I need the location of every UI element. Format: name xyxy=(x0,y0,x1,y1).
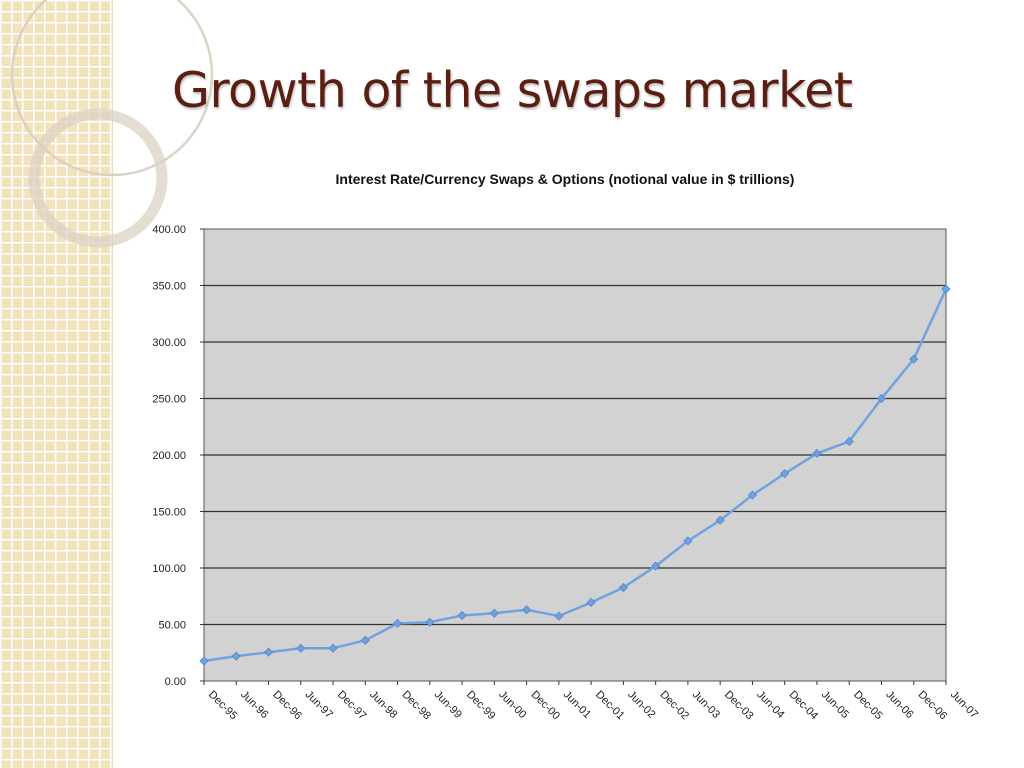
data-point xyxy=(747,490,758,500)
data-point xyxy=(489,608,499,618)
y-tick-label: 250.00 xyxy=(152,394,186,406)
data-point xyxy=(618,582,628,593)
y-tick-label: 200.00 xyxy=(152,450,186,462)
x-tick-label: Dec-05 xyxy=(851,689,885,723)
data-point xyxy=(683,536,693,546)
x-tick-label: Dec-99 xyxy=(464,689,498,723)
data-point xyxy=(296,643,306,653)
data-point xyxy=(941,284,951,294)
series-line xyxy=(203,288,948,663)
data-point xyxy=(425,617,435,627)
y-tick-label: 150.00 xyxy=(152,507,186,519)
x-tick-label: Dec-98 xyxy=(399,689,433,723)
data-point xyxy=(457,610,467,621)
data-point xyxy=(199,656,209,666)
data-point xyxy=(844,436,854,447)
x-tick-label: Jun-03 xyxy=(690,689,722,721)
data-point xyxy=(554,611,564,621)
x-tick-label: Jun-96 xyxy=(238,689,270,721)
y-axis: 0.00 50.00 100.00 150.00 200.00 250.00 300.00 3… xyxy=(152,224,204,688)
slide-title: Growth of the swaps market xyxy=(172,62,853,119)
x-tick-label: Jun-98 xyxy=(367,689,399,721)
decorative-rings-icon xyxy=(10,0,214,248)
x-tick-label: Jun-00 xyxy=(496,689,528,721)
chart-title: Interest Rate/Currency Swaps & Options (… xyxy=(336,171,795,187)
x-tick-label: Jun-05 xyxy=(819,689,851,721)
data-point xyxy=(876,393,887,404)
x-tick-label: Jun-07 xyxy=(948,689,980,721)
x-tick-label: Jun-97 xyxy=(303,689,335,721)
x-tick-label: Dec-95 xyxy=(206,689,240,723)
data-point xyxy=(263,647,274,657)
y-tick-label: 100.00 xyxy=(152,563,186,575)
data-point xyxy=(812,448,822,458)
y-tick-label: 400.00 xyxy=(152,224,186,236)
x-tick-label: Jun-04 xyxy=(754,689,786,721)
data-point xyxy=(392,618,403,628)
x-tick-label: Dec-01 xyxy=(593,689,627,723)
y-tick-label: 0.00 xyxy=(165,676,186,688)
data-point xyxy=(231,651,241,661)
y-tick-label: 300.00 xyxy=(152,337,186,349)
data-point xyxy=(522,605,532,615)
y-tick-label: 50.00 xyxy=(158,620,186,632)
data-point xyxy=(328,643,338,653)
data-point xyxy=(360,635,370,645)
data-point xyxy=(651,561,661,571)
x-tick-label: Dec-02 xyxy=(658,689,692,723)
data-point xyxy=(586,597,596,608)
x-tick-label: Dec-06 xyxy=(916,689,950,723)
x-tick-label: Dec-03 xyxy=(722,689,756,723)
data-point xyxy=(715,515,725,525)
x-tick-label: Jun-02 xyxy=(625,689,657,721)
x-tick-label: Dec-97 xyxy=(335,689,369,723)
gridlines xyxy=(204,284,946,626)
x-tick-label: Dec-00 xyxy=(528,689,562,723)
data-point xyxy=(780,469,790,479)
y-tick-label: 350.00 xyxy=(152,281,186,293)
x-tick-label: Jun-01 xyxy=(561,689,593,721)
x-tick-label: Jun-06 xyxy=(883,689,915,721)
series-layer xyxy=(199,284,951,666)
x-tick-label: Dec-04 xyxy=(787,689,821,723)
data-point xyxy=(909,354,919,364)
x-tick-label: Dec-96 xyxy=(270,689,304,723)
x-tick-label: Jun-99 xyxy=(432,689,464,721)
